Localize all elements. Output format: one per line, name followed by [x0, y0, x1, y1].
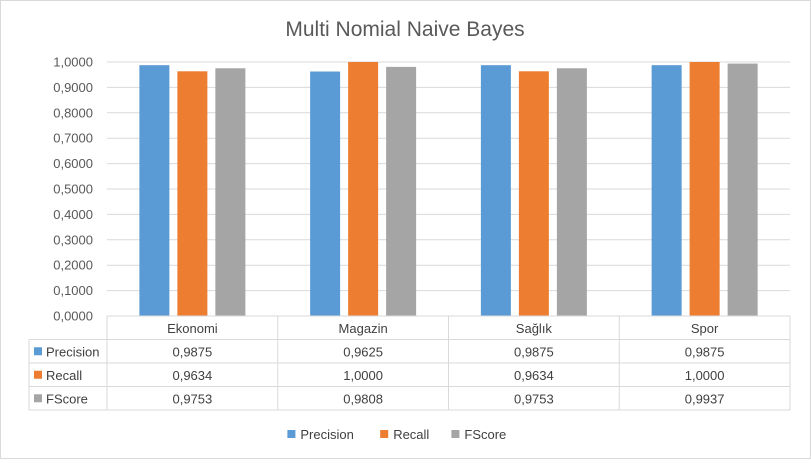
bars: [139, 62, 758, 317]
data-label: 0,9753: [172, 391, 212, 406]
gridlines: [107, 61, 790, 292]
y-tick-label: 0,1000: [53, 283, 93, 298]
bar-fscore-3: [556, 68, 587, 316]
y-tick-label: 0,8000: [53, 105, 93, 120]
y-tick-label: 0,6000: [53, 156, 93, 171]
y-tick-label: 0,7000: [53, 131, 93, 146]
bar-recall-4: [689, 62, 720, 316]
bar-recall-1: [177, 71, 208, 316]
data-label: 0,9875: [514, 344, 554, 359]
y-tick-label: 1,0000: [53, 55, 93, 70]
y-tick-label: 0,2000: [53, 258, 93, 273]
data-label: 0,9625: [343, 344, 383, 359]
data-label: 0,9753: [514, 391, 554, 406]
y-tick-label: 0,9000: [53, 80, 93, 95]
legend-key-recall: [380, 430, 389, 438]
table-series-name: FScore: [46, 391, 88, 406]
bar-fscore-4: [727, 63, 758, 316]
legend-key-precision: [287, 430, 296, 438]
data-label: 0,9808: [343, 391, 383, 406]
data-label: 0,9875: [685, 344, 725, 359]
data-label: 1,0000: [685, 368, 725, 383]
bar-precision-1: [139, 65, 170, 316]
bar-precision-4: [651, 65, 682, 316]
chart-title: Multi Nomial Naive Bayes: [285, 18, 524, 41]
bar-precision-3: [480, 65, 511, 316]
table-legend-key: [34, 370, 42, 379]
data-label: 0,9937: [685, 391, 725, 406]
bar-fscore-2: [386, 66, 417, 316]
y-tick-label: 0,3000: [53, 232, 93, 247]
table-series-name: Recall: [46, 368, 82, 383]
x-category-label: Sağlık: [516, 321, 553, 336]
y-tick-label: 0,4000: [53, 207, 93, 222]
data-label: 0,9634: [172, 368, 212, 383]
legend-label-recall: Recall: [393, 427, 429, 442]
x-category-label: Magazin: [339, 321, 388, 336]
table-legend-key: [34, 394, 42, 403]
data-table: Ekonomi Magazin Sağlık Spor Precision 0,9875 0…: [28, 315, 791, 411]
x-category-label: Spor: [691, 321, 719, 336]
legend-label-fscore: FScore: [464, 427, 506, 442]
table-legend-key: [34, 347, 42, 356]
bar-recall-2: [348, 62, 379, 316]
legend-label-precision: Precision: [300, 427, 353, 442]
table-series-name: Precision: [46, 344, 99, 359]
x-category-label: Ekonomi: [167, 321, 218, 336]
bar-fscore-1: [215, 68, 246, 316]
data-label: 1,0000: [343, 368, 383, 383]
y-tick-label: 0,5000: [53, 182, 93, 197]
bar-recall-3: [518, 71, 549, 316]
legend: Precision Recall FScore: [287, 427, 506, 442]
data-label: 0,9634: [514, 368, 554, 383]
y-tick-label: 0,0000: [53, 309, 93, 324]
y-axis: 0,0000 0,1000 0,2000 0,3000 0,4000 0,5000 0,60…: [53, 55, 93, 324]
data-label: 0,9875: [172, 344, 212, 359]
legend-key-fscore: [451, 430, 460, 438]
bar-precision-2: [310, 71, 341, 317]
